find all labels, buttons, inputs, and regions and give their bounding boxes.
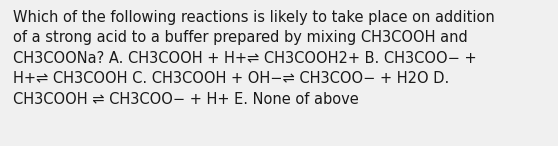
Text: Which of the following reactions is likely to take place on addition
of a strong: Which of the following reactions is like… [13, 10, 495, 107]
